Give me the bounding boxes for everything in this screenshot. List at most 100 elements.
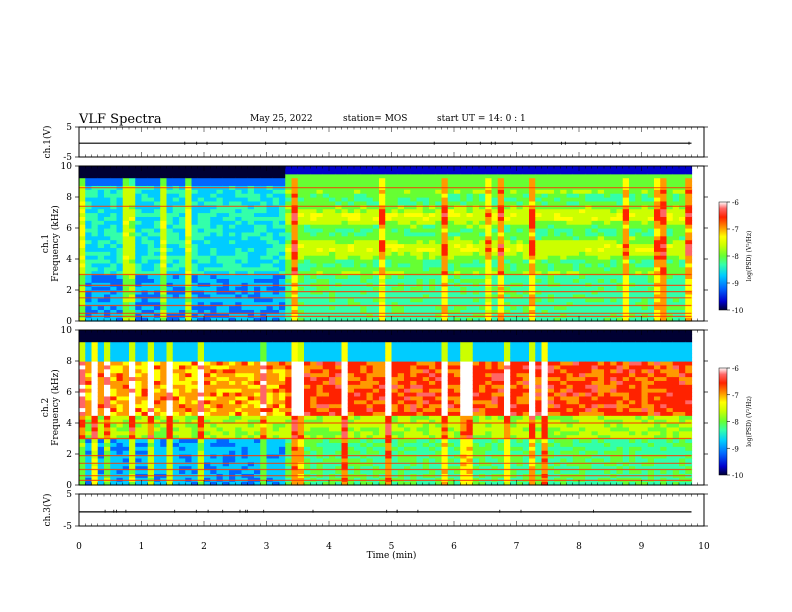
spectrogram-cell xyxy=(347,247,355,252)
spectrogram-cell xyxy=(247,239,255,245)
spectrogram-cell xyxy=(541,309,549,314)
spectrogram-cell xyxy=(304,293,311,299)
spectrogram-cell xyxy=(629,313,636,318)
spectrogram-cell xyxy=(622,193,630,198)
spectrogram-cell xyxy=(404,224,411,229)
spectrogram-cell xyxy=(235,286,243,291)
spectrogram-cell xyxy=(185,231,193,237)
spectrogram-cell xyxy=(547,259,555,264)
spectrogram-cell xyxy=(485,282,493,287)
spectrogram-cell xyxy=(479,255,486,260)
spectrogram-cell xyxy=(91,313,99,318)
spectrogram-cell xyxy=(241,166,249,171)
spectrogram-cell xyxy=(479,309,486,314)
spectrogram-cell xyxy=(572,177,580,183)
spectrogram-cell xyxy=(554,235,561,241)
spectrogram-cell xyxy=(147,166,155,171)
spectrogram-cell xyxy=(254,266,261,272)
spectrogram-cell xyxy=(329,278,336,283)
spectrogram-cell xyxy=(322,262,330,268)
spectrogram-cell xyxy=(129,235,136,241)
spectrogram-cell xyxy=(191,278,199,283)
spectrogram-cell xyxy=(85,204,93,210)
spectrogram-cell xyxy=(654,255,661,260)
spectrogram-cell xyxy=(404,293,411,299)
spectrogram-cell xyxy=(160,313,168,318)
spectrogram-cell xyxy=(229,313,236,318)
spectrogram-cell xyxy=(229,235,236,241)
spectrogram-cell xyxy=(441,216,449,221)
spectrogram-cell xyxy=(547,197,555,202)
spectrogram-cell xyxy=(397,313,405,318)
spectrogram-cell xyxy=(654,309,661,314)
spectrogram-cell xyxy=(97,477,105,482)
spectrogram-cell xyxy=(210,220,218,225)
spectrogram-cell xyxy=(185,270,193,276)
spectrogram-cell xyxy=(629,262,636,268)
spectrogram-cell xyxy=(597,297,605,303)
spectrogram-cell xyxy=(341,231,349,237)
spectrogram-cell xyxy=(410,212,418,217)
spectrogram-cell xyxy=(372,270,380,276)
spectrogram-cell xyxy=(679,282,686,287)
spectrogram-cell xyxy=(616,231,624,237)
spectrogram-cell xyxy=(91,266,99,272)
spectrogram-cell xyxy=(279,243,286,248)
spectrogram-cell xyxy=(166,434,174,440)
spectrogram-cell xyxy=(297,247,305,252)
spectrogram-cell xyxy=(635,317,643,322)
spectrogram-cell xyxy=(166,403,174,409)
spectrogram-cell xyxy=(372,266,380,272)
spectrogram-cell xyxy=(216,204,224,210)
spectrogram-cell xyxy=(454,259,461,264)
spectrogram-cell xyxy=(497,169,505,175)
spectrogram-cell xyxy=(166,461,174,467)
spectrogram-cell xyxy=(647,297,655,303)
spectrogram-cell xyxy=(672,169,680,175)
spectrogram-cell xyxy=(629,290,636,295)
spectrogram-cell xyxy=(660,235,668,241)
spectrogram-cell xyxy=(79,181,86,186)
spectrogram-cell xyxy=(141,446,149,451)
spectrogram-cell xyxy=(541,274,549,279)
spectrogram-cell xyxy=(247,220,255,225)
spectrogram-cell xyxy=(235,212,243,217)
spectrogram-cell xyxy=(122,200,130,206)
spectrogram-cell xyxy=(110,301,118,307)
spectrogram-cell xyxy=(304,166,311,171)
spectrogram-cell xyxy=(79,345,86,350)
spectrogram-cell xyxy=(97,282,105,287)
spectrogram-cell xyxy=(591,224,599,229)
spectrogram-cell xyxy=(360,231,368,237)
spectrogram-cell xyxy=(247,259,255,264)
spectrogram-cell xyxy=(279,278,286,283)
spectrogram-cell xyxy=(285,216,293,221)
spectrogram-cell xyxy=(397,197,405,202)
spectrogram-cell xyxy=(485,266,493,272)
spectrogram-cell xyxy=(635,224,643,229)
spectrogram-cell xyxy=(154,388,161,393)
spectrogram-cell xyxy=(116,166,124,171)
spectrogram-cell xyxy=(122,461,130,467)
spectrogram-cell xyxy=(522,239,530,245)
spectrogram-cell xyxy=(366,212,374,217)
spectrogram-cell xyxy=(404,274,411,279)
spectrogram-cell xyxy=(629,270,636,276)
spectrogram-cell xyxy=(341,208,349,214)
spectrogram-cell xyxy=(297,262,305,268)
spectrogram-cell xyxy=(522,270,530,276)
spectrogram-cell xyxy=(279,166,286,171)
spectrogram-cell xyxy=(166,341,174,347)
spectrogram-cell xyxy=(260,204,268,210)
spectrogram-cell xyxy=(435,220,443,225)
spectrogram-cell xyxy=(185,181,193,186)
spectrogram-cell xyxy=(104,376,111,381)
spectrogram-cell xyxy=(429,200,436,206)
spectrogram-cell xyxy=(129,481,136,486)
spectrogram-cell xyxy=(666,313,674,318)
spectrogram-cell xyxy=(529,243,536,248)
spectrogram-cell xyxy=(110,372,118,378)
spectrogram-cell xyxy=(266,297,274,303)
spectrogram-cell xyxy=(335,278,343,283)
spectrogram-cell xyxy=(191,243,199,248)
